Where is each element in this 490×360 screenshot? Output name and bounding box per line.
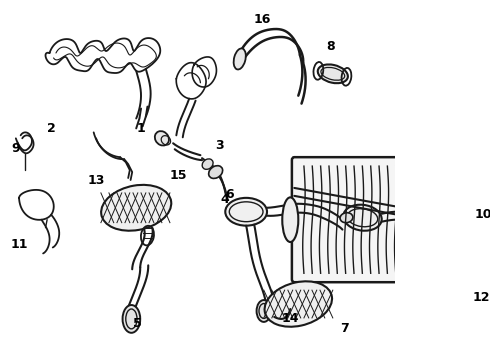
Text: 2: 2 [47,122,55,135]
Text: 3: 3 [215,139,224,152]
Ellipse shape [282,197,298,242]
Ellipse shape [202,159,213,169]
Ellipse shape [225,198,267,226]
Ellipse shape [343,205,382,231]
Text: 5: 5 [133,318,142,330]
Text: 11: 11 [10,238,28,251]
Ellipse shape [257,300,271,322]
Ellipse shape [432,192,454,247]
Text: 13: 13 [87,174,105,186]
Ellipse shape [209,166,222,179]
Ellipse shape [122,305,140,333]
Ellipse shape [318,64,348,83]
Text: 14: 14 [282,312,299,325]
Ellipse shape [234,48,246,69]
Text: 10: 10 [474,208,490,221]
Text: 12: 12 [472,291,490,303]
Text: 15: 15 [169,168,187,181]
Ellipse shape [101,185,172,231]
Text: 7: 7 [341,322,349,336]
Text: 8: 8 [326,40,335,53]
Text: 1: 1 [137,122,146,135]
Ellipse shape [155,131,169,145]
Text: 6: 6 [225,188,234,201]
Ellipse shape [340,213,353,223]
Text: 4: 4 [220,193,229,206]
Ellipse shape [265,281,332,327]
Text: 9: 9 [12,142,20,155]
Text: 16: 16 [253,13,271,26]
FancyBboxPatch shape [292,157,441,282]
